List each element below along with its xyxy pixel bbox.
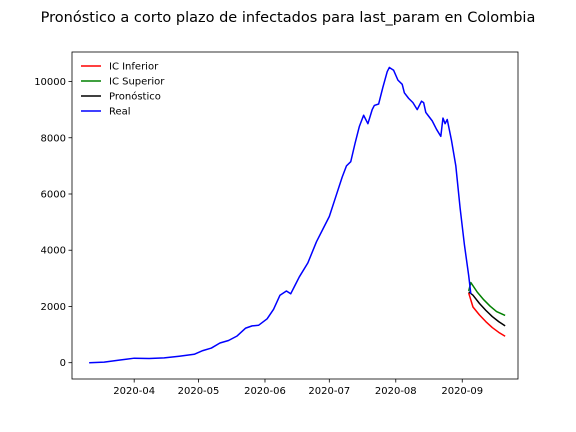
plot-area-frame: [71, 51, 519, 380]
series-line-real: [89, 66, 472, 364]
plot-lines: [89, 66, 506, 364]
y-tick-label: 6000: [41, 189, 66, 200]
x-tick-label: 2020-04: [113, 386, 155, 397]
y-tick-label: 4000: [41, 246, 66, 257]
legend-label: Real: [109, 107, 131, 118]
x-axis: 2020-04 2020-05 2020-06 2020-07 2020-08 2020-…: [113, 379, 483, 397]
x-tick-label: 2020-08: [375, 386, 417, 397]
legend: IC Inferior IC Superior Pronóstico Real: [76, 56, 170, 120]
chart-title: Pronóstico a corto plazo de infectados p…: [41, 10, 536, 26]
series-line-ic-inferior: [467, 292, 506, 337]
y-tick-label: 10000: [34, 77, 66, 88]
series-line-pronostico: [468, 291, 506, 327]
y-axis: 0 2000 4000 6000 8000 10000: [34, 77, 72, 369]
legend-label: Pronóstico: [109, 91, 161, 103]
x-tick-label: 2020-07: [308, 386, 350, 397]
y-tick-label: 0: [60, 358, 66, 369]
legend-label: IC Inferior: [109, 62, 159, 73]
legend-label: IC Superior: [109, 77, 165, 88]
x-tick-label: 2020-05: [178, 386, 220, 397]
x-tick-label: 2020-06: [244, 386, 286, 397]
x-tick-label: 2020-09: [441, 386, 483, 397]
y-tick-label: 2000: [41, 302, 66, 313]
series-line-ic-superior: [467, 281, 506, 317]
y-tick-label: 8000: [41, 133, 66, 144]
